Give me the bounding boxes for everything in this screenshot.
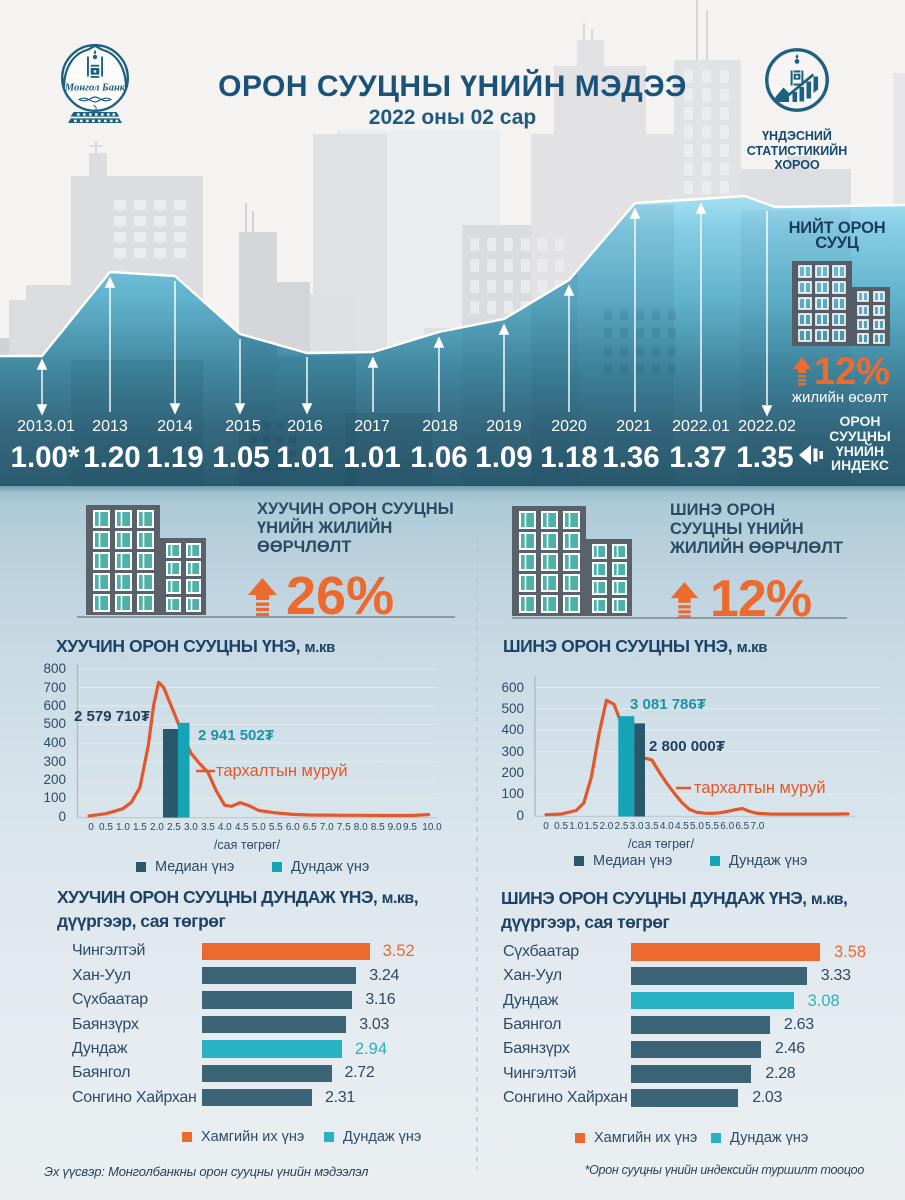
- svg-text:Монгол Банк: Монгол Банк: [64, 83, 126, 94]
